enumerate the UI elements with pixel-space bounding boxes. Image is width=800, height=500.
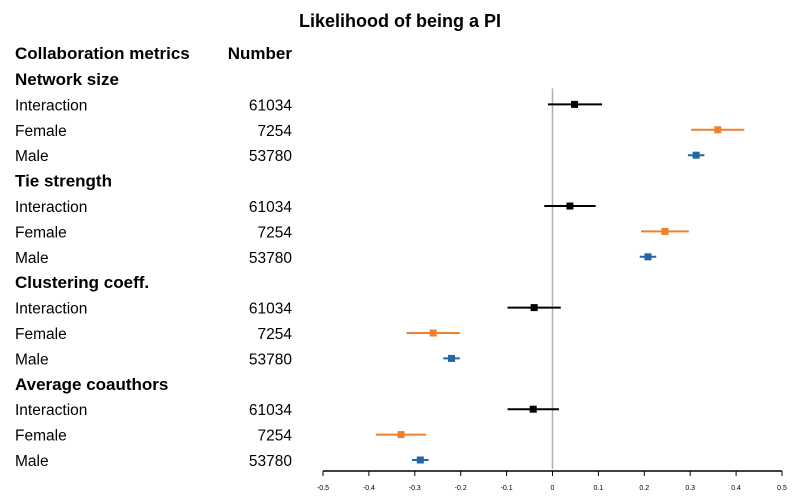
chart-title: Likelihood of being a PI bbox=[299, 11, 501, 31]
row-label-female: Female bbox=[15, 326, 67, 343]
row-label-interaction: Interaction bbox=[15, 199, 87, 216]
point-estimate-tie-strength-interaction bbox=[566, 202, 574, 210]
row-label-female: Female bbox=[15, 224, 67, 241]
row-number: 7254 bbox=[258, 224, 293, 241]
column-header-metrics: Collaboration metrics bbox=[15, 44, 190, 63]
row-label-interaction: Interaction bbox=[15, 97, 87, 114]
row-number: 61034 bbox=[249, 301, 292, 318]
point-estimate-network-size-interaction bbox=[571, 100, 579, 108]
point-estimate-average-coauthors-interaction bbox=[529, 405, 537, 413]
point-estimate-average-coauthors-male bbox=[416, 456, 424, 464]
x-tick-label: -0.4 bbox=[363, 485, 375, 492]
point-estimate-clustering-coeff-interaction bbox=[530, 304, 538, 312]
point-estimate-network-size-female bbox=[714, 126, 722, 134]
x-tick-label: -0.5 bbox=[317, 485, 329, 492]
row-number: 53780 bbox=[249, 148, 292, 165]
row-number: 53780 bbox=[249, 453, 292, 470]
point-estimate-clustering-coeff-female bbox=[429, 329, 437, 337]
row-label-male: Male bbox=[15, 250, 49, 267]
row-number: 61034 bbox=[249, 97, 292, 114]
x-tick-label: -0.2 bbox=[455, 485, 467, 492]
point-estimate-clustering-coeff-male bbox=[448, 354, 456, 362]
point-estimate-tie-strength-male bbox=[644, 253, 652, 261]
x-tick-label: 0.2 bbox=[639, 485, 649, 492]
group-heading-clustering-coeff: Clustering coeff. bbox=[15, 273, 149, 292]
row-number: 61034 bbox=[249, 199, 292, 216]
row-number: 7254 bbox=[258, 428, 293, 445]
forest-rows: Network size Interaction 61034 Female 7254 Ma… bbox=[15, 70, 292, 470]
row-label-male: Male bbox=[15, 148, 49, 165]
row-number: 7254 bbox=[258, 326, 293, 343]
row-number: 53780 bbox=[249, 250, 292, 267]
group-heading-network-size: Network size bbox=[15, 70, 119, 89]
row-label-male: Male bbox=[15, 453, 49, 470]
point-estimate-network-size-male bbox=[692, 151, 700, 159]
row-number: 61034 bbox=[249, 402, 292, 419]
row-label-female: Female bbox=[15, 123, 67, 140]
x-tick-label: -0.1 bbox=[501, 485, 513, 492]
point-estimate-tie-strength-female bbox=[661, 227, 669, 235]
row-number: 7254 bbox=[258, 123, 293, 140]
group-heading-tie-strength: Tie strength bbox=[15, 172, 112, 191]
x-tick-label: 0.4 bbox=[731, 485, 741, 492]
row-label-interaction: Interaction bbox=[15, 402, 87, 419]
row-label-male: Male bbox=[15, 351, 49, 368]
x-tick-label: 0 bbox=[551, 485, 555, 492]
forest-marks bbox=[375, 100, 745, 464]
x-tick-label: -0.3 bbox=[409, 485, 421, 492]
x-tick-label: 0.3 bbox=[685, 485, 695, 492]
row-label-female: Female bbox=[15, 428, 67, 445]
row-number: 53780 bbox=[249, 351, 292, 368]
column-header-number: Number bbox=[228, 44, 293, 63]
x-tick-label: 0.5 bbox=[777, 485, 787, 492]
group-heading-average-coauthors: Average coauthors bbox=[15, 375, 168, 394]
point-estimate-average-coauthors-female bbox=[397, 431, 405, 439]
x-axis: -0.5 -0.4 -0.3 -0.2 -0.1 0 0.1 0.2 0.3 0.4 0.5 bbox=[317, 470, 787, 492]
row-label-interaction: Interaction bbox=[15, 301, 87, 318]
x-tick-label: 0.1 bbox=[594, 485, 604, 492]
